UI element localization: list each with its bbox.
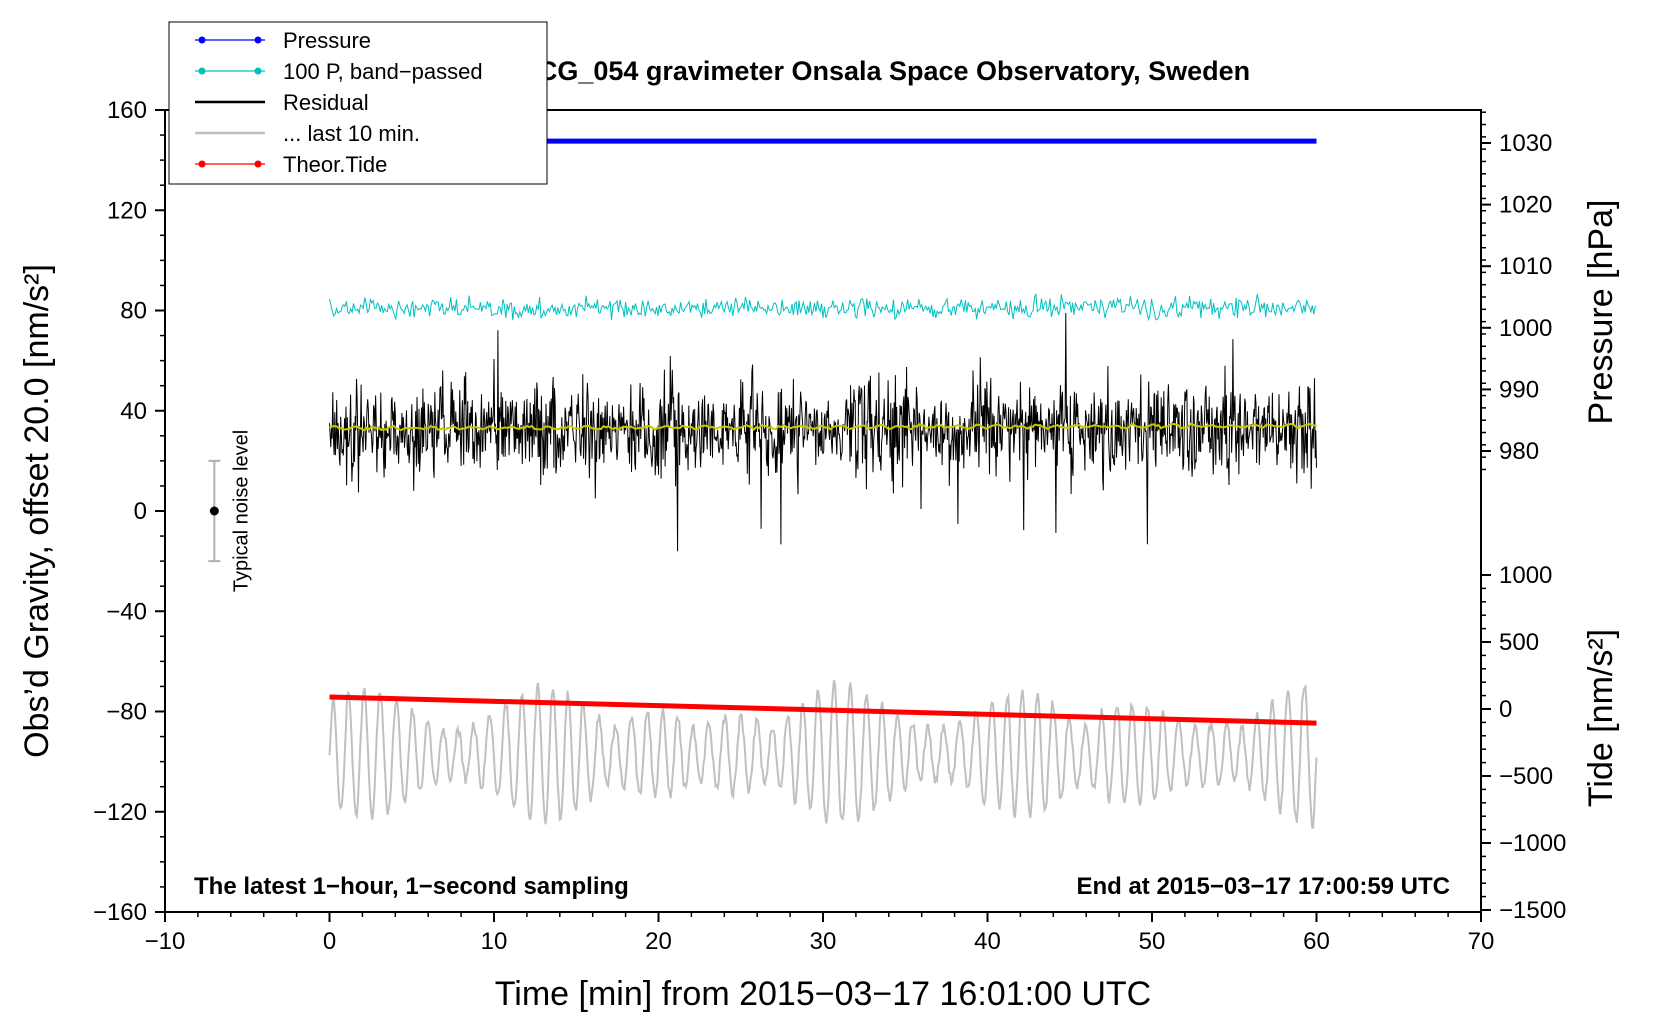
pressure-tick-label: 1030: [1499, 130, 1552, 157]
legend-marker: [254, 160, 262, 168]
residual-smoothed-series: [329, 422, 1317, 432]
x-tick-label: 20: [645, 928, 672, 955]
y-left-tick-label: 120: [107, 197, 147, 224]
x-axis: −10 0 10 20 30 40 50 60 70: [145, 912, 1495, 955]
chart-title: SCG_054 gravimeter Onsala Space Observat…: [520, 56, 1250, 86]
residual-series: [329, 312, 1317, 552]
noise-level-indicator: [208, 459, 221, 563]
pressure-axis-label: Pressure [hPa]: [1582, 200, 1620, 425]
tide-tick-label: 1000: [1499, 562, 1552, 589]
tide-tick-label: 0: [1499, 696, 1512, 723]
theoretical-tide-series: [329, 694, 1317, 726]
legend-label: 100 P, band−passed: [283, 59, 483, 84]
legend-marker: [198, 160, 206, 168]
legend-label: Pressure: [283, 28, 371, 53]
x-tick-label: 30: [810, 928, 837, 955]
x-tick-label: 40: [974, 928, 1001, 955]
x-tick-label: 0: [323, 928, 336, 955]
y-left-tick-label: 40: [120, 398, 147, 425]
last-10-min-series: [328, 680, 1318, 829]
bandpassed-pressure-series: [329, 293, 1317, 322]
legend: Pressure 100 P, band−passed Residual ... la…: [168, 21, 548, 185]
x-tick-label: 70: [1468, 928, 1495, 955]
y-axis-right: 1030 1020 1010 1000 990 980 1000 500 0 −500 −1000 −…: [1481, 111, 1566, 924]
pressure-tick-label: 1010: [1499, 253, 1552, 280]
y-left-tick-label: −120: [93, 799, 147, 826]
y-axis-left-label: Obs’d Gravity, offset 20.0 [nm/s²]: [18, 264, 56, 758]
pressure-tick-label: 990: [1499, 376, 1539, 403]
x-tick-label: 60: [1303, 928, 1330, 955]
pressure-tick-label: 980: [1499, 438, 1539, 465]
x-tick-label: −10: [145, 928, 186, 955]
y-left-tick-label: 160: [107, 97, 147, 124]
tide-tick-label: −1500: [1499, 897, 1566, 924]
legend-marker: [198, 36, 206, 44]
noise-bar-point: [209, 506, 219, 516]
legend-label: Theor.Tide: [283, 152, 387, 177]
y-left-tick-label: 80: [120, 298, 147, 325]
tide-tick-label: 500: [1499, 629, 1539, 656]
legend-label: Residual: [283, 90, 369, 115]
pressure-tick-label: 1020: [1499, 192, 1552, 219]
end-time-note: End at 2015−03−17 17:00:59 UTC: [1076, 873, 1450, 900]
legend-marker: [254, 67, 262, 75]
y-left-tick-label: −160: [93, 899, 147, 926]
plot-content: [328, 138, 1318, 829]
legend-marker: [198, 67, 206, 75]
sampling-note: The latest 1−hour, 1−second sampling: [194, 873, 629, 900]
x-tick-label: 10: [481, 928, 508, 955]
y-axis-left: 160 120 80 40 0 −40 −80 −120 −160: [93, 97, 165, 926]
y-left-tick-label: −40: [106, 598, 147, 625]
noise-level-label: Typical noise level: [230, 430, 252, 592]
x-axis-label: Time [min] from 2015−03−17 16:01:00 UTC: [495, 975, 1151, 1013]
legend-label: ... last 10 min.: [283, 121, 420, 146]
legend-marker: [254, 36, 262, 44]
tide-axis-label: Tide [nm/s²]: [1582, 629, 1620, 807]
tide-tick-label: −500: [1499, 763, 1553, 790]
y-left-tick-label: 0: [134, 498, 147, 525]
pressure-tick-label: 1000: [1499, 315, 1552, 342]
y-left-tick-label: −80: [106, 699, 147, 726]
x-tick-label: 50: [1139, 928, 1166, 955]
tide-tick-label: −1000: [1499, 830, 1566, 857]
